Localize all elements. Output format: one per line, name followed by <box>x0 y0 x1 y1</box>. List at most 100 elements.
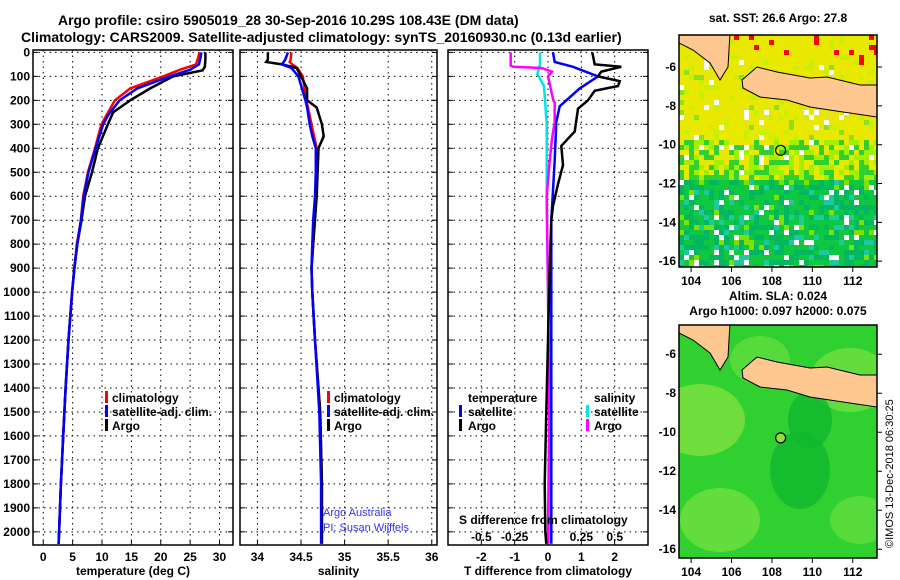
sst-cell <box>714 130 719 135</box>
sst-cell <box>869 60 874 65</box>
sst-cell <box>764 60 769 65</box>
sst-cell <box>839 140 844 145</box>
sst-cell <box>689 125 694 130</box>
sst-cell <box>709 255 714 260</box>
sst-cell <box>704 75 709 80</box>
sst-cell <box>869 75 874 80</box>
sst-cell <box>709 165 714 170</box>
sst-cell <box>704 100 709 105</box>
sst-cell <box>694 55 699 60</box>
sst-cell <box>829 220 834 225</box>
sst-cell <box>689 175 694 180</box>
sst-cell <box>864 175 869 180</box>
sst-cell <box>679 110 684 115</box>
sst-cell <box>714 200 719 205</box>
sst-cell <box>819 185 824 190</box>
sst-cell <box>874 40 877 45</box>
sst-cell <box>799 35 804 40</box>
sst-cell <box>839 135 844 140</box>
sst-cell <box>704 250 709 255</box>
sst-cell <box>834 230 839 235</box>
lat-tick-label: -12 <box>659 464 677 478</box>
sst-cell <box>804 150 809 155</box>
sst-cell <box>854 40 859 45</box>
sst-cell <box>724 170 729 175</box>
sst-cell <box>824 260 829 265</box>
sst-cell <box>784 135 789 140</box>
sst-cell <box>744 155 749 160</box>
sst-cell <box>829 55 834 60</box>
sst-cell <box>714 260 719 265</box>
sst-cell <box>734 100 739 105</box>
sst-cell <box>724 230 729 235</box>
sst-cell <box>689 140 694 145</box>
sst-cell <box>749 190 754 195</box>
sst-cell <box>759 250 764 255</box>
sst-cell <box>709 120 714 125</box>
sst-cell <box>729 175 734 180</box>
sst-cell <box>824 150 829 155</box>
sst-cell <box>854 260 859 265</box>
sst-cell <box>719 120 724 125</box>
sst-cell <box>684 55 689 60</box>
sst-cell <box>829 135 834 140</box>
sst-cell <box>699 120 704 125</box>
sst-cell <box>749 100 754 105</box>
sst-cell <box>759 265 764 267</box>
sst-cell <box>859 225 864 230</box>
sst-cell <box>804 40 809 45</box>
sst-cell <box>774 65 779 70</box>
sst-cell <box>704 175 709 180</box>
sst-cell <box>794 245 799 250</box>
sst-cell <box>849 195 854 200</box>
sst-cell <box>749 65 754 70</box>
sst-cell <box>769 100 774 105</box>
sst-cell <box>724 165 729 170</box>
sst-cell <box>789 165 794 170</box>
sst-cell <box>859 80 864 85</box>
sst-cell <box>789 230 794 235</box>
sst-cell <box>764 35 769 40</box>
sst-cell <box>789 250 794 255</box>
lon-tick-label: 104 <box>681 274 701 288</box>
sst-cell <box>744 150 749 155</box>
sst-cell <box>714 115 719 120</box>
sst-cell <box>859 45 864 50</box>
sst-cell <box>724 245 729 250</box>
sst-cell <box>844 180 849 185</box>
sst-cell <box>689 115 694 120</box>
legend-swatch-s-argo <box>586 419 589 431</box>
sst-cell <box>804 175 809 180</box>
sst-cell <box>819 220 824 225</box>
legend-label-t-satellite: satellite <box>468 405 513 419</box>
sst-cell <box>729 150 734 155</box>
sst-cell <box>849 120 854 125</box>
sst-cell <box>714 245 719 250</box>
sst-cell <box>869 210 874 215</box>
sst-cell <box>794 265 799 267</box>
sst-cell <box>834 220 839 225</box>
sst-cell <box>769 65 774 70</box>
sst-cell <box>819 200 824 205</box>
sst-cell <box>764 200 769 205</box>
sst-cell <box>714 110 719 115</box>
sst-cell <box>739 165 744 170</box>
sst-cell <box>854 145 859 150</box>
sst-cell <box>684 105 689 110</box>
sst-cell <box>704 125 709 130</box>
sst-cell <box>694 65 699 70</box>
sst-cell <box>754 125 759 130</box>
sst-cell <box>739 145 744 150</box>
sst-cell <box>724 265 729 267</box>
sst-cell <box>704 70 709 75</box>
sst-cell <box>719 160 724 165</box>
sst-cell <box>704 90 709 95</box>
sst-cell <box>749 105 754 110</box>
sst-cell <box>794 160 799 165</box>
sst-cell <box>834 195 839 200</box>
sst-cell <box>834 150 839 155</box>
sst-cell <box>849 220 854 225</box>
sst-cell <box>719 190 724 195</box>
sst-cell <box>689 185 694 190</box>
sst-cell <box>719 260 724 265</box>
